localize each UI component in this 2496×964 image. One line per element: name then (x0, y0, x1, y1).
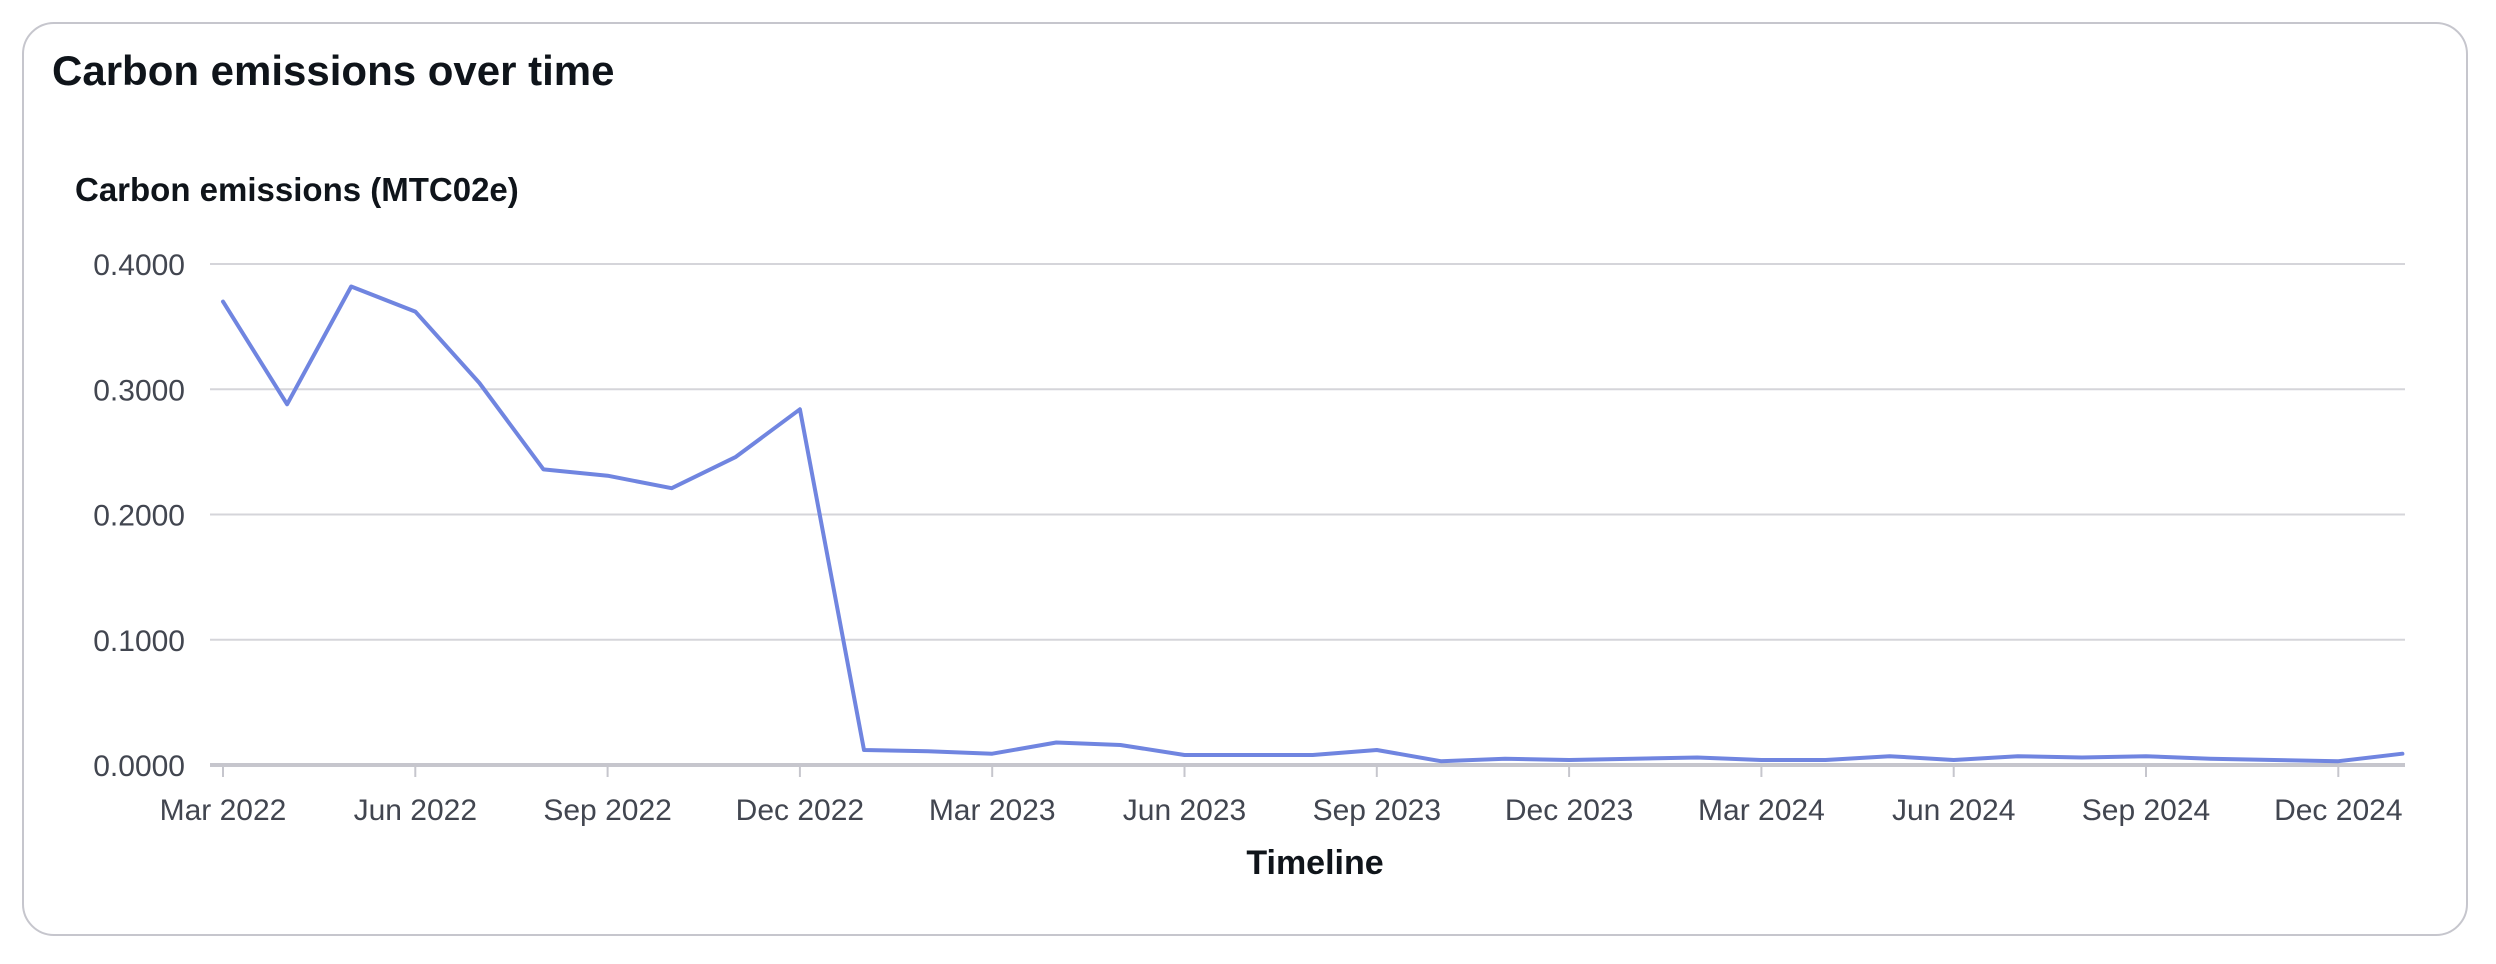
data-point[interactable] (2013, 751, 2023, 761)
data-point[interactable] (1180, 750, 1190, 760)
data-point[interactable] (2205, 754, 2215, 764)
data-point[interactable] (1115, 740, 1125, 750)
gridlines (210, 263, 2405, 767)
data-point[interactable] (410, 307, 420, 317)
data-point[interactable] (1436, 756, 1446, 766)
data-point[interactable] (795, 404, 805, 414)
data-point[interactable] (218, 297, 228, 307)
x-tick-label: Jun 2022 (354, 794, 477, 827)
data-point[interactable] (2333, 756, 2343, 766)
y-axis-title: Carbon emissions (MTC02e) (75, 171, 519, 208)
y-axis-ticks: 0.4000 0.3000 0.2000 0.1000 0.0000 (93, 249, 185, 783)
x-tick-label: Mar 2023 (929, 794, 1056, 827)
x-tick-label: Jun 2024 (1892, 794, 2015, 827)
card-title: Carbon emissions over time (52, 47, 615, 94)
data-point[interactable] (1372, 745, 1382, 755)
data-point[interactable] (603, 471, 613, 481)
data-point[interactable] (1244, 750, 1254, 760)
data-point[interactable] (987, 749, 997, 759)
x-tick-label: Sep 2024 (2082, 794, 2210, 827)
data-point[interactable] (1885, 751, 1895, 761)
data-point[interactable] (282, 399, 292, 409)
data-point[interactable] (1949, 755, 1959, 765)
y-tick-label: 0.3000 (93, 374, 185, 407)
data-point[interactable] (474, 378, 484, 388)
data-point[interactable] (1756, 755, 1766, 765)
y-tick-label: 0.4000 (93, 249, 185, 282)
x-tick-label: Sep 2023 (1313, 794, 1441, 827)
x-tick-label: Sep 2022 (543, 794, 671, 827)
data-point[interactable] (539, 464, 549, 474)
data-point[interactable] (2077, 752, 2087, 762)
x-tick-label: Mar 2022 (160, 794, 287, 827)
data-point[interactable] (2269, 755, 2279, 765)
series-line (221, 284, 2405, 764)
x-tick-label: Jun 2023 (1123, 794, 1246, 827)
chart-card (22, 22, 2468, 936)
y-tick-label: 0.0000 (93, 750, 185, 783)
data-point[interactable] (1308, 750, 1318, 760)
y-tick-label: 0.2000 (93, 500, 185, 533)
x-tick-label: Dec 2023 (1505, 794, 1633, 827)
data-point[interactable] (923, 746, 933, 756)
data-point[interactable] (2141, 751, 2151, 761)
data-point[interactable] (1564, 755, 1574, 765)
x-tick-label: Mar 2024 (1698, 794, 1825, 827)
data-point[interactable] (1692, 752, 1702, 762)
x-axis-title: Timeline (1246, 844, 1383, 882)
data-point[interactable] (2397, 749, 2407, 759)
data-point[interactable] (1821, 755, 1831, 765)
data-point[interactable] (1051, 737, 1061, 747)
series-layer (218, 282, 2407, 766)
data-point[interactable] (859, 745, 869, 755)
data-point[interactable] (731, 452, 741, 462)
x-axis-ticks: Mar 2022 Jun 2022 Sep 2022 Dec 2022 Mar 2023… (160, 765, 2403, 827)
x-tick-label: Dec 2024 (2274, 794, 2402, 827)
data-point[interactable] (1628, 754, 1638, 764)
x-tick-label: Dec 2022 (736, 794, 864, 827)
data-point[interactable] (1500, 754, 1510, 764)
data-point[interactable] (667, 483, 677, 493)
y-tick-label: 0.1000 (93, 625, 185, 658)
data-point[interactable] (346, 282, 356, 292)
